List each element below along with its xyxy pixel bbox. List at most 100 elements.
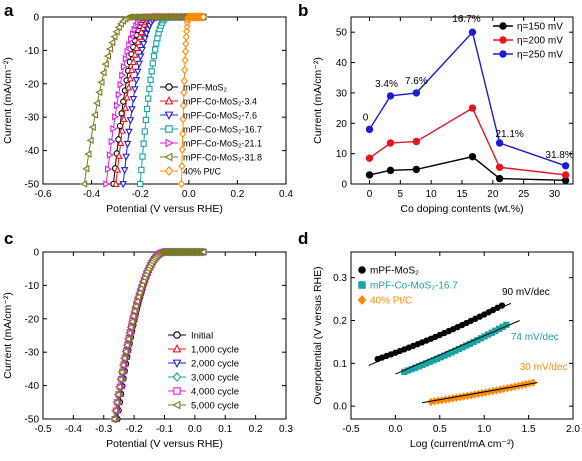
y-tick-label: 20 [336, 119, 348, 130]
data-point [115, 90, 123, 99]
data-point [139, 40, 148, 49]
y-tick-label: -40 [25, 146, 40, 157]
data-point [181, 47, 190, 56]
data-point [386, 139, 395, 147]
legend-marker [358, 266, 366, 274]
fit-line [395, 320, 520, 375]
data-point [120, 62, 129, 71]
data-point [179, 129, 187, 139]
data-point [147, 76, 154, 83]
legend-label: mPF-Co-MoS₂-16.7 [183, 125, 262, 135]
data-point [131, 86, 139, 94]
legend-marker [499, 50, 507, 58]
data-point [127, 317, 135, 326]
x-tick-label: -0.2 [126, 424, 144, 435]
x-tick-label: 0.0 [388, 424, 402, 435]
data-point [126, 74, 134, 82]
data-point [495, 163, 504, 172]
data-point [122, 54, 130, 63]
data-point [129, 95, 138, 104]
data-point [136, 53, 145, 61]
panel-label-a: a [4, 1, 14, 20]
data-point [132, 77, 141, 85]
data-point [137, 281, 146, 289]
y-axis-label: Overpotential (V versus RHE) [312, 266, 324, 404]
point-annotation: 3.4% [375, 79, 398, 90]
data-point [141, 35, 149, 43]
data-point [126, 323, 134, 331]
y-tick-label: -30 [25, 113, 40, 124]
x-axis-label: Potential (V versus RHE) [106, 203, 223, 215]
data-point [105, 45, 114, 53]
point-annotation: 16.7% [452, 14, 480, 25]
data-point [134, 293, 142, 301]
data-point [125, 329, 133, 337]
y-axis-label: Current (mA/cm⁻²) [2, 57, 14, 144]
data-point [106, 151, 115, 159]
chart-panel-b: 0 5 10 15 20 25 30 0 10 20 30 40 50 Co doping content… [312, 14, 574, 215]
legend-label: 4,000 cycle [191, 387, 239, 398]
legend-marker [171, 400, 181, 410]
legend-label: 40% Pt/C [370, 296, 412, 307]
data-point [122, 341, 130, 349]
legend-marker [163, 152, 173, 162]
point-annotation: 0 [363, 112, 369, 123]
legend-marker [172, 343, 182, 353]
data-point [123, 93, 131, 101]
x-tick-label: 0 [367, 189, 373, 200]
data-point [132, 43, 141, 52]
y-tick-label: -10 [25, 281, 40, 292]
plot-frame [350, 251, 574, 420]
data-point [86, 136, 94, 145]
x-axis-label: Potential (V versus RHE) [106, 438, 223, 450]
data-point [101, 60, 109, 68]
data-point [84, 150, 92, 158]
data-point [112, 398, 120, 407]
data-point [137, 27, 146, 36]
data-point [113, 101, 122, 110]
data-point [132, 297, 140, 306]
data-point [95, 88, 103, 97]
data-point [153, 40, 160, 47]
legend-marker [165, 83, 173, 91]
data-point [117, 80, 125, 89]
x-tick-label: 1.5 [522, 424, 536, 435]
data-point [468, 104, 477, 112]
y-tick-label: 0 [341, 180, 347, 191]
data-point [199, 12, 207, 22]
data-point [114, 383, 123, 391]
data-point [88, 123, 96, 131]
data-point [149, 60, 156, 67]
x-tick-label: 0.0 [182, 189, 196, 200]
data-point [561, 162, 570, 170]
y-tick-label: 0.0 [333, 402, 347, 413]
x-tick-label: -0.6 [34, 189, 52, 200]
data-point [111, 406, 119, 415]
data-point [128, 312, 137, 321]
legend-label: mPF-Co-MoS₂-7.6 [183, 111, 257, 121]
legend-marker [499, 36, 507, 44]
y-tick-label: 50 [336, 28, 348, 39]
y-tick-label: 0.2 [333, 316, 347, 327]
data-point [108, 38, 116, 47]
legend-label: 2,000 cycle [191, 359, 239, 370]
data-point [412, 165, 421, 174]
data-point [134, 68, 142, 76]
data-point [119, 354, 128, 363]
slope-label: 30 mV/dec [520, 362, 568, 373]
legend-marker [173, 387, 181, 395]
panel-label-b: b [298, 1, 308, 20]
y-axis-label: Current (mA/cm⁻²) [312, 57, 324, 144]
x-tick-label: 0.4 [279, 189, 293, 200]
data-point [529, 378, 537, 387]
x-tick-label: 20 [487, 189, 499, 200]
data-point [123, 335, 132, 343]
data-point [182, 32, 190, 42]
data-point [115, 151, 123, 160]
data-point [112, 27, 120, 36]
x-tick-label: 2.0 [566, 424, 580, 435]
data-point [468, 28, 477, 36]
y-tick-label: -20 [25, 79, 40, 90]
series-line [369, 107, 566, 176]
data-point [97, 78, 105, 86]
